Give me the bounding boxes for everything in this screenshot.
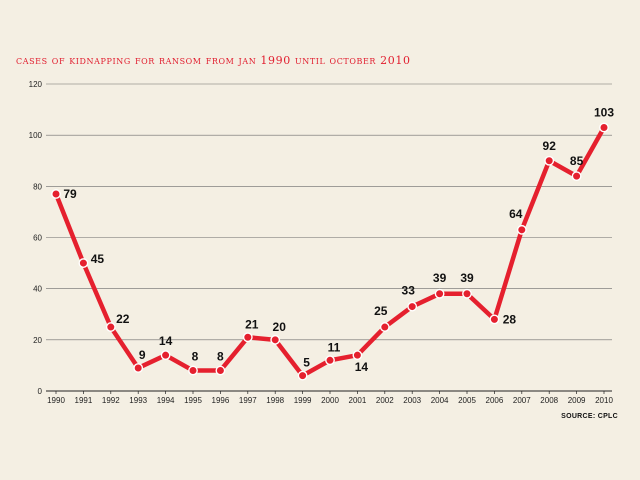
x-tick-label: 2010	[595, 396, 613, 405]
data-point	[516, 224, 527, 235]
data-point	[352, 350, 363, 361]
x-tick-label: 2001	[349, 396, 367, 405]
x-tick-label: 1997	[239, 396, 257, 405]
data-label: 85	[570, 154, 584, 168]
data-point	[105, 322, 116, 332]
y-tick-label: 120	[29, 80, 43, 89]
data-label: 14	[355, 360, 369, 374]
x-tick-label: 1993	[129, 396, 147, 405]
data-label: 11	[328, 340, 341, 354]
data-label: 9	[139, 348, 146, 362]
data-label: 20	[273, 320, 287, 334]
data-point	[325, 355, 335, 366]
y-tick-label: 80	[33, 182, 42, 191]
x-tick-label: 2003	[403, 396, 421, 405]
data-point	[51, 189, 61, 199]
data-label: 39	[460, 271, 474, 285]
data-label: 22	[116, 312, 130, 326]
data-point	[78, 258, 89, 268]
data-label: 5	[303, 356, 310, 370]
data-point	[188, 365, 198, 376]
data-label: 39	[433, 271, 447, 285]
chart-title: Cases of kidnapping for ransom from Jan …	[16, 54, 411, 67]
data-label: 79	[63, 187, 77, 201]
data-label: 25	[374, 304, 388, 318]
data-point	[599, 122, 609, 133]
data-label: 92	[543, 139, 557, 153]
source-note: SOURCE: CPLC	[561, 413, 618, 420]
x-tick-label: 2007	[513, 396, 531, 405]
x-tick-label: 2000	[321, 396, 339, 405]
data-point	[407, 301, 418, 312]
data-point	[270, 334, 281, 345]
y-tick-label: 20	[33, 336, 42, 345]
data-point	[242, 332, 253, 343]
data-point	[160, 350, 171, 361]
y-tick-label: 100	[29, 131, 43, 140]
x-tick-label: 2005	[458, 396, 476, 405]
data-point	[215, 365, 226, 376]
data-label: 21	[245, 317, 259, 331]
x-tick-label: 2006	[486, 396, 504, 405]
data-label: 8	[192, 350, 199, 364]
data-label: 28	[503, 312, 517, 326]
x-tick-label: 2004	[431, 396, 449, 405]
series-line	[53, 125, 607, 378]
x-tick-label: 1992	[102, 396, 120, 405]
data-point	[133, 363, 144, 373]
x-tick-label: 1996	[212, 396, 230, 405]
y-tick-label: 40	[33, 285, 42, 294]
data-label: 64	[509, 207, 523, 221]
data-point	[462, 288, 472, 299]
x-tick-label: 1994	[157, 396, 175, 405]
x-tick-label: 1990	[47, 396, 65, 405]
data-point	[297, 370, 308, 381]
x-tick-label: 1991	[75, 396, 93, 405]
data-point	[489, 314, 500, 325]
data-label: 8	[217, 350, 224, 364]
x-tick-label: 1998	[266, 396, 284, 405]
data-label: 45	[91, 252, 105, 266]
data-point	[544, 155, 555, 166]
y-tick-label: 60	[33, 234, 42, 243]
data-point	[571, 171, 582, 182]
x-tick-label: 2008	[540, 396, 558, 405]
data-label: 14	[159, 334, 173, 348]
data-point	[379, 322, 390, 332]
x-tick-label: 2002	[376, 396, 394, 405]
data-label: 103	[594, 105, 614, 119]
y-tick-label: 0	[38, 387, 43, 396]
x-tick-label: 1999	[294, 396, 312, 405]
x-tick-label: 2009	[568, 396, 586, 405]
data-point	[434, 288, 445, 299]
data-label: 33	[402, 284, 416, 298]
x-tick-label: 1995	[184, 396, 202, 405]
